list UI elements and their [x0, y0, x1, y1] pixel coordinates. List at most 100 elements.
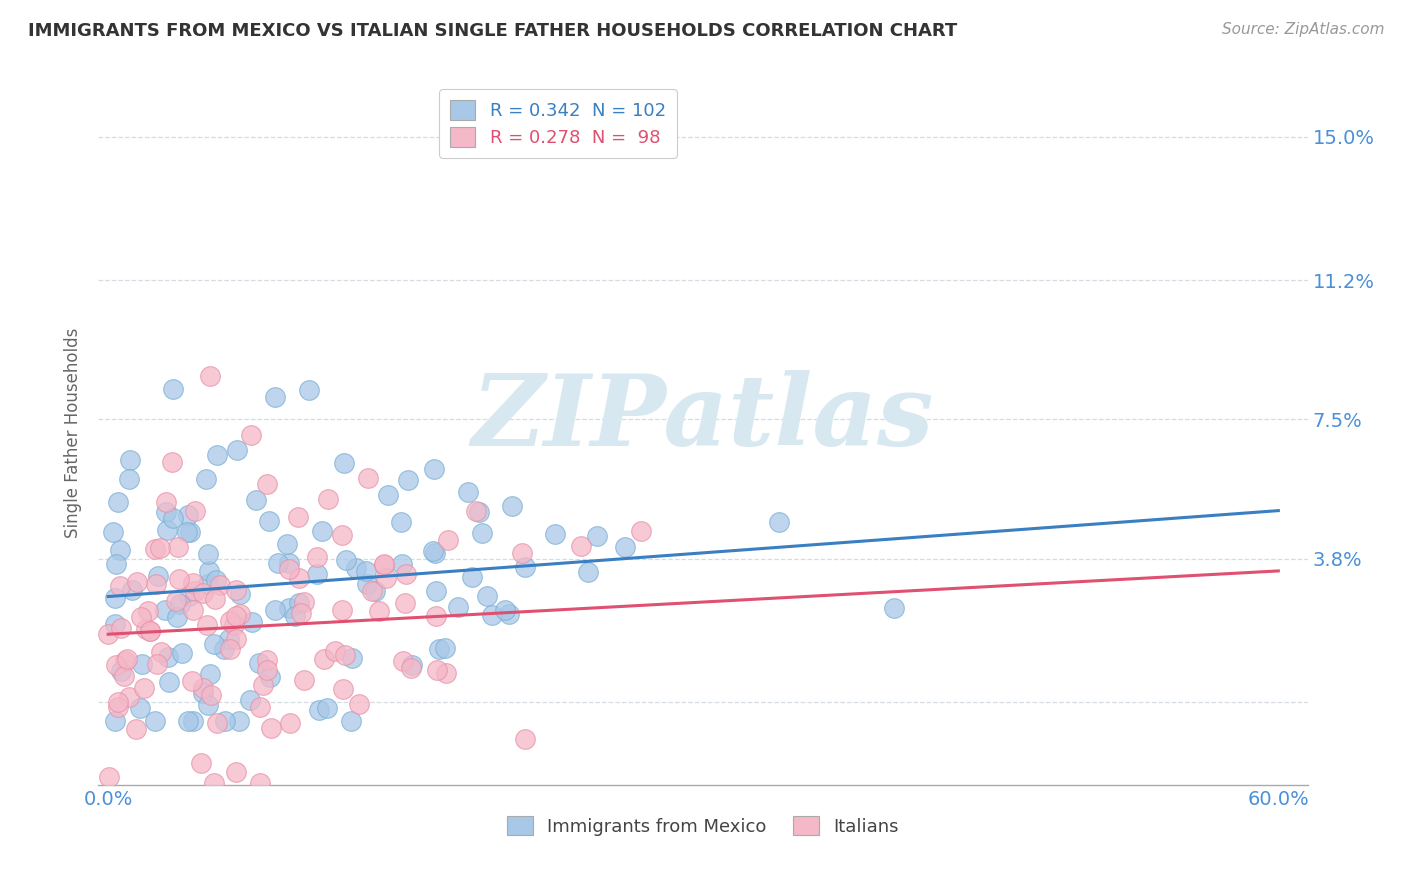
- Point: [333, 457, 356, 471]
- Point: [167, 541, 190, 555]
- Point: [305, 567, 328, 582]
- Point: [576, 565, 599, 579]
- Point: [290, 606, 312, 620]
- Point: [150, 645, 173, 659]
- Point: [245, 492, 267, 507]
- Point: [135, 622, 157, 636]
- Point: [357, 470, 380, 484]
- Point: [202, 637, 225, 651]
- Point: [314, 651, 336, 665]
- Point: [510, 546, 533, 560]
- Point: [183, 584, 205, 599]
- Point: [108, 543, 131, 558]
- Point: [257, 514, 280, 528]
- Point: [475, 589, 498, 603]
- Point: [368, 604, 391, 618]
- Point: [330, 602, 353, 616]
- Point: [103, 525, 125, 540]
- Point: [401, 661, 423, 675]
- Point: [287, 509, 309, 524]
- Point: [391, 557, 413, 571]
- Point: [198, 564, 221, 578]
- Point: [139, 624, 162, 639]
- Point: [284, 609, 307, 624]
- Point: [307, 549, 329, 564]
- Point: [468, 505, 491, 519]
- Point: [207, 715, 229, 730]
- Point: [333, 648, 356, 663]
- Point: [97, 626, 120, 640]
- Point: [544, 527, 567, 541]
- Point: [145, 714, 167, 728]
- Point: [125, 574, 148, 589]
- Point: [614, 540, 637, 554]
- Point: [205, 573, 228, 587]
- Point: [195, 617, 218, 632]
- Point: [447, 599, 470, 614]
- Point: [176, 525, 198, 540]
- Point: [426, 663, 449, 677]
- Point: [427, 641, 450, 656]
- Point: [134, 681, 156, 695]
- Point: [218, 632, 240, 647]
- Point: [110, 621, 132, 635]
- Point: [513, 559, 536, 574]
- Point: [437, 533, 460, 547]
- Point: [264, 602, 287, 616]
- Point: [342, 651, 364, 665]
- Point: [104, 557, 127, 571]
- Point: [332, 682, 354, 697]
- Point: [425, 608, 447, 623]
- Point: [373, 558, 395, 572]
- Point: [165, 594, 187, 608]
- Point: [423, 546, 446, 560]
- Point: [110, 664, 132, 678]
- Point: [225, 632, 247, 646]
- Point: [204, 591, 226, 606]
- Point: [226, 442, 249, 457]
- Point: [311, 524, 333, 539]
- Point: [292, 594, 315, 608]
- Point: [155, 505, 177, 519]
- Point: [364, 584, 387, 599]
- Point: [425, 584, 447, 599]
- Point: [433, 640, 456, 655]
- Point: [146, 569, 169, 583]
- Point: [360, 583, 382, 598]
- Text: Source: ZipAtlas.com: Source: ZipAtlas.com: [1222, 22, 1385, 37]
- Point: [224, 618, 246, 632]
- Point: [156, 649, 179, 664]
- Point: [494, 603, 516, 617]
- Point: [218, 642, 240, 657]
- Point: [107, 700, 129, 714]
- Point: [202, 776, 225, 790]
- Point: [225, 764, 247, 779]
- Point: [198, 667, 221, 681]
- Point: [242, 789, 264, 804]
- Point: [347, 697, 370, 711]
- Point: [115, 652, 138, 666]
- Point: [190, 756, 212, 770]
- Point: [228, 587, 250, 601]
- Point: [288, 596, 311, 610]
- Point: [114, 654, 136, 668]
- Point: [630, 524, 652, 538]
- Point: [339, 714, 361, 728]
- Point: [434, 666, 457, 681]
- Point: [105, 657, 128, 672]
- Point: [118, 472, 141, 486]
- Point: [146, 657, 169, 671]
- Point: [501, 500, 523, 514]
- Point: [200, 689, 222, 703]
- Point: [344, 561, 367, 575]
- Point: [392, 655, 415, 669]
- Point: [129, 701, 152, 715]
- Point: [200, 369, 222, 384]
- Point: [225, 582, 247, 597]
- Point: [131, 657, 153, 671]
- Point: [356, 577, 378, 591]
- Point: [162, 382, 184, 396]
- Point: [170, 646, 193, 660]
- Point: [156, 523, 179, 537]
- Point: [184, 503, 207, 517]
